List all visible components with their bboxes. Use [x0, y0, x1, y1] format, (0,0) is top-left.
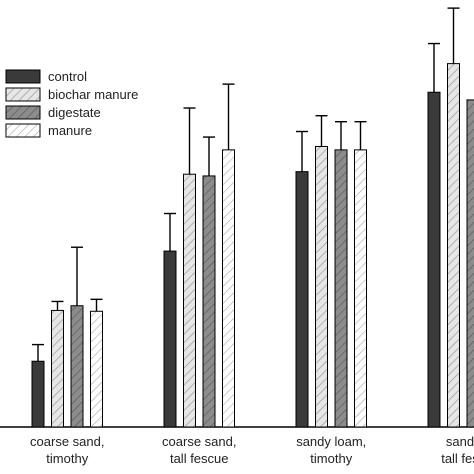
legend-label-biochar-manure: biochar manure — [48, 87, 138, 102]
bar-control-3 — [427, 91, 441, 428]
legend-label-manure: manure — [48, 123, 92, 138]
x-tick-label-3-line0: sandy — [446, 434, 474, 449]
error-bars-group — [32, 7, 460, 362]
bar-biochar-manure-2 — [315, 145, 328, 428]
bar-biochar-manure-0 — [51, 309, 64, 428]
legend: control biochar manure digestate manure — [5, 69, 138, 138]
bar-control-1 — [163, 250, 177, 428]
x-tick-label-0-line1: timothy — [46, 451, 88, 466]
bar-digestate-0 — [70, 305, 84, 428]
bar-control-2 — [295, 171, 309, 428]
bar-manure-1 — [222, 149, 235, 428]
category-tick-labels: coarse sand, timothy coarse sand, tall fesc… — [30, 434, 474, 466]
x-tick-label-2-line1: timothy — [310, 451, 352, 466]
bar-biochar-manure-3 — [447, 63, 460, 428]
bar-manure-2 — [354, 149, 367, 428]
bars-group — [31, 63, 474, 428]
x-tick-label-1-line0: coarse sand, — [162, 434, 236, 449]
legend-swatch-biochar-manure — [5, 87, 41, 102]
legend-label-digestate: digestate — [48, 105, 101, 120]
bar-manure-0 — [90, 310, 103, 428]
bar-biochar-manure-1 — [183, 173, 196, 428]
bar-control-0 — [31, 360, 45, 428]
x-tick-label-1-line1: tall fescue — [170, 451, 229, 466]
bar-digestate-2 — [334, 149, 348, 428]
x-tick-label-2-line0: sandy loam, — [296, 434, 366, 449]
legend-label-control: control — [48, 69, 87, 84]
x-tick-label-3-line1: tall fesc — [441, 451, 474, 466]
x-tick-label-0-line0: coarse sand, — [30, 434, 104, 449]
legend-swatch-digestate — [5, 105, 41, 120]
legend-swatch-control — [5, 69, 41, 84]
bar-digestate-3 — [466, 99, 474, 428]
legend-swatch-manure — [5, 123, 41, 138]
bar-digestate-1 — [202, 175, 216, 428]
